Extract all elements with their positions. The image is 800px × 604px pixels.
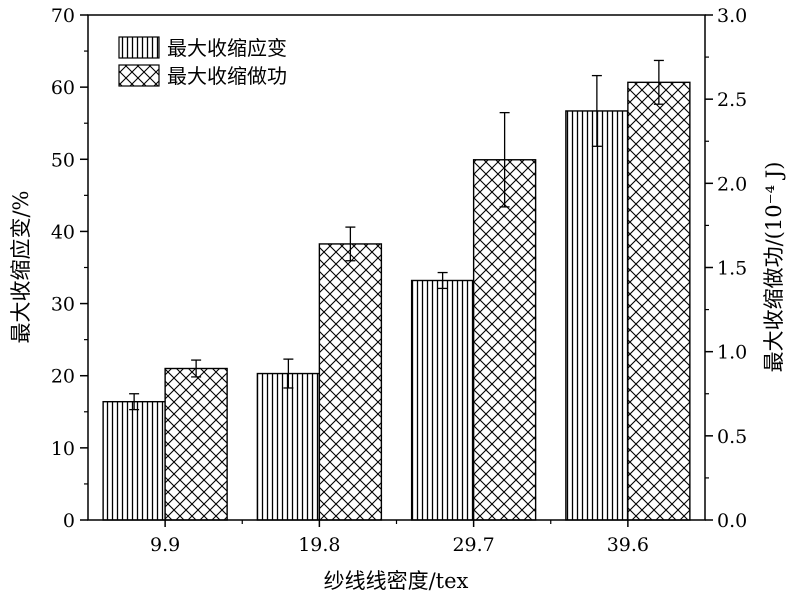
- right-tick-label: 1.5: [717, 258, 747, 280]
- bar-work: [627, 81, 691, 521]
- left-tick-label: 30: [51, 294, 75, 316]
- x-tick-label: 29.7: [452, 534, 494, 556]
- left-axis-title: 最大收缩应变/%: [9, 190, 33, 343]
- right-tick-label: 1.0: [717, 342, 747, 364]
- left-tick-label: 70: [51, 5, 75, 27]
- legend-swatch-strain: [118, 36, 160, 59]
- bar-strain: [410, 279, 475, 521]
- bar-strain: [565, 110, 629, 521]
- right-tick-label: 0.0: [717, 510, 747, 532]
- right-tick-label: 0.5: [717, 426, 747, 448]
- legend-swatch-work: [118, 64, 160, 87]
- x-tick-label: 9.9: [150, 534, 180, 556]
- left-tick-label: 50: [51, 149, 75, 171]
- legend-label-work: 最大收缩做功: [167, 64, 287, 88]
- left-tick-label: 0: [63, 510, 75, 532]
- bar-work: [472, 159, 537, 521]
- bar-work: [164, 367, 228, 521]
- bar-work: [318, 243, 383, 521]
- right-tick-label: 2.5: [717, 89, 747, 111]
- right-axis: 0.0 0.5 1.0 1.5 2.0 2.5 3.0: [705, 5, 747, 532]
- left-tick-label: 60: [51, 77, 75, 99]
- x-axis-title: 纱线线密度/tex: [324, 569, 469, 593]
- left-tick-label: 40: [51, 221, 75, 243]
- right-tick-label: 3.0: [717, 5, 747, 27]
- bar-strain: [256, 372, 321, 521]
- left-tick-label: 20: [51, 366, 75, 388]
- x-tick-label: 39.6: [607, 534, 649, 556]
- bars-layer: [102, 81, 691, 521]
- right-tick-label: 2.0: [717, 173, 747, 195]
- left-tick-label: 10: [51, 438, 75, 460]
- x-tick-label: 19.8: [298, 534, 340, 556]
- bar-strain: [102, 400, 166, 521]
- right-axis-title: 最大收缩做功/(10⁻⁴ J): [762, 162, 786, 373]
- legend: 最大收缩应变 最大收缩做功: [118, 36, 287, 88]
- error-bars-layer: [129, 59, 664, 411]
- left-axis: 0 10 20 30 40 50 60 70: [51, 5, 88, 532]
- x-axis: 9.9 19.8 29.7 39.6: [150, 520, 649, 556]
- legend-label-strain: 最大收缩应变: [167, 36, 287, 60]
